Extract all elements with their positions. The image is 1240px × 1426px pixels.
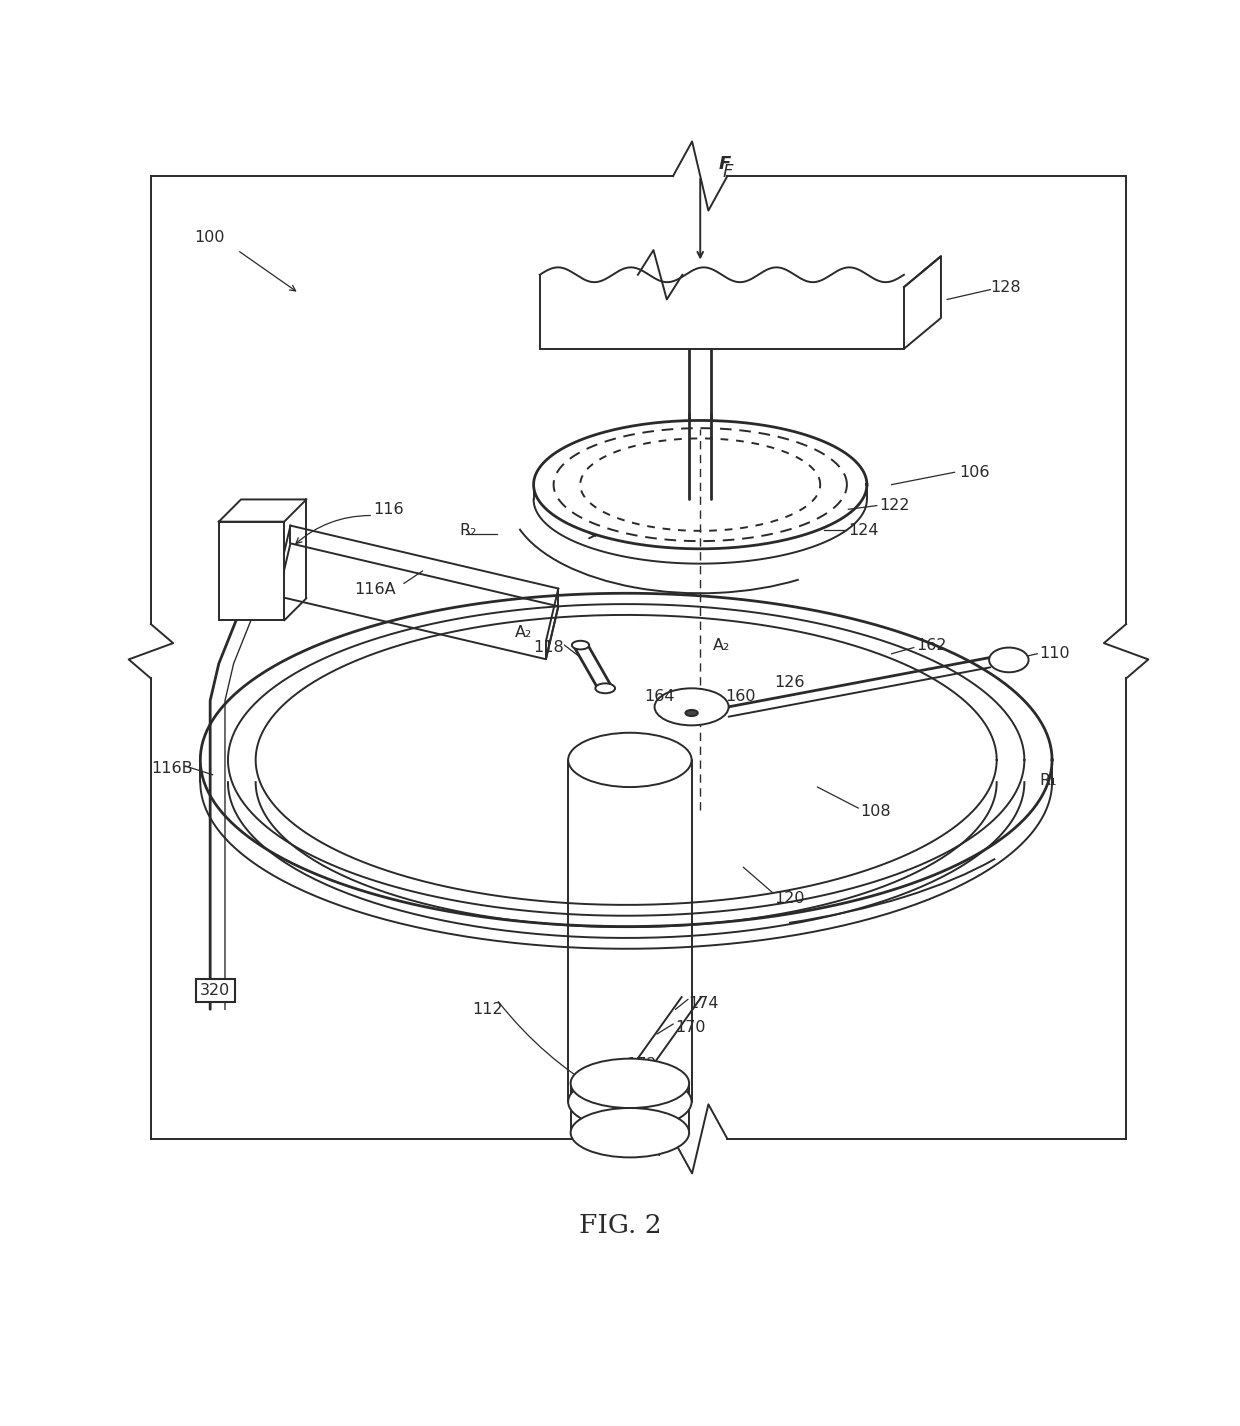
Text: 116B: 116B [151, 761, 192, 776]
Ellipse shape [655, 689, 729, 726]
Ellipse shape [990, 647, 1029, 672]
Text: 116A: 116A [355, 582, 397, 597]
Text: 164: 164 [645, 689, 676, 704]
Text: 162: 162 [916, 637, 947, 653]
Text: 124: 124 [848, 523, 879, 538]
Text: 104: 104 [632, 1144, 663, 1159]
Text: F: F [719, 154, 732, 173]
Text: 170: 170 [676, 1020, 706, 1035]
Text: 174: 174 [688, 995, 718, 1011]
Text: FIG. 2: FIG. 2 [579, 1212, 661, 1238]
Text: R₁: R₁ [1039, 773, 1058, 789]
Text: 110: 110 [1039, 646, 1070, 662]
Ellipse shape [568, 1075, 692, 1129]
Text: 102: 102 [603, 1139, 632, 1155]
Text: A₂: A₂ [515, 625, 532, 640]
Ellipse shape [568, 733, 692, 787]
Text: 112: 112 [472, 1002, 502, 1017]
Text: 126: 126 [774, 674, 805, 690]
Text: 172: 172 [626, 1057, 657, 1072]
Text: 106: 106 [960, 465, 990, 479]
Text: 120: 120 [774, 891, 805, 906]
Ellipse shape [686, 710, 698, 716]
Text: 160: 160 [725, 689, 755, 704]
Text: 128: 128 [991, 279, 1021, 295]
Ellipse shape [572, 640, 589, 649]
Text: 118: 118 [533, 640, 564, 655]
Ellipse shape [570, 1108, 689, 1158]
Text: 122: 122 [879, 498, 910, 513]
Ellipse shape [595, 683, 615, 693]
Bar [218, 522, 284, 620]
Text: 108: 108 [861, 804, 892, 820]
Ellipse shape [570, 1058, 689, 1108]
Text: R₂: R₂ [460, 523, 477, 538]
Text: F: F [723, 164, 733, 181]
Text: A₂: A₂ [713, 637, 730, 653]
Text: 100: 100 [195, 230, 224, 245]
Text: 320: 320 [201, 984, 231, 998]
Text: 116: 116 [373, 502, 404, 516]
